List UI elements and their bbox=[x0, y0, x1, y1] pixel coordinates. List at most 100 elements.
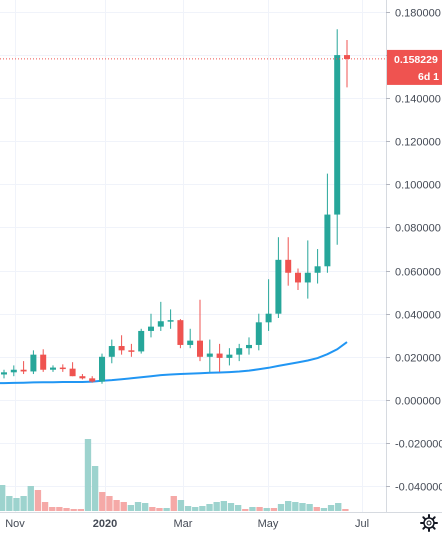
candle bbox=[108, 339, 115, 364]
volume-bar bbox=[120, 502, 127, 511]
volume-bar bbox=[70, 509, 77, 511]
volume-bar bbox=[313, 507, 320, 511]
candle bbox=[226, 348, 233, 366]
volume-bar bbox=[49, 507, 56, 511]
candle bbox=[216, 343, 223, 372]
price-axis[interactable]: 0.1800000.1600000.1400000.1200000.100000… bbox=[386, 8, 442, 494]
volume-bar bbox=[6, 496, 13, 511]
volume-bar bbox=[84, 439, 92, 511]
candle-body bbox=[79, 376, 86, 379]
volume-bar bbox=[199, 506, 206, 511]
volume-bar bbox=[163, 508, 170, 511]
volume-bar bbox=[63, 508, 70, 511]
volume-bars bbox=[0, 439, 349, 511]
volume-bar bbox=[220, 501, 227, 511]
candle bbox=[304, 240, 311, 299]
volume-bar bbox=[335, 503, 342, 511]
volume-bar bbox=[320, 508, 328, 511]
candle-body bbox=[275, 259, 282, 314]
candle bbox=[344, 40, 350, 88]
price-tick-label: 0.120000 bbox=[395, 137, 441, 149]
price-tick-label: 0.060000 bbox=[395, 267, 441, 279]
time-label: Nov bbox=[5, 518, 25, 530]
volume-bar bbox=[13, 498, 20, 511]
time-label: 2020 bbox=[93, 518, 117, 530]
volume-bar bbox=[213, 502, 220, 511]
candle bbox=[167, 309, 174, 329]
last-price-badge: 0.158229 6d 1 bbox=[387, 49, 442, 85]
candle bbox=[265, 279, 272, 331]
volume-bar bbox=[292, 502, 299, 511]
candle-body bbox=[226, 354, 233, 358]
candle bbox=[118, 335, 125, 355]
volume-bar bbox=[327, 505, 335, 511]
volume-bar bbox=[0, 485, 6, 511]
price-tick-label: 0.020000 bbox=[395, 353, 441, 365]
volume-bar bbox=[142, 503, 149, 511]
candle-body bbox=[304, 272, 311, 283]
candle-body bbox=[30, 354, 37, 372]
candle-body bbox=[138, 330, 145, 352]
candle-body bbox=[157, 321, 164, 327]
candle-body bbox=[108, 346, 115, 357]
volume-bar bbox=[242, 509, 249, 511]
volume-bar bbox=[177, 500, 185, 511]
candle-body bbox=[118, 346, 125, 351]
volume-bar bbox=[34, 490, 42, 511]
candle-body bbox=[255, 322, 262, 345]
price-tick-label: -0.040000 bbox=[395, 482, 442, 494]
time-label: May bbox=[258, 518, 279, 530]
candle-body bbox=[187, 340, 194, 345]
candle bbox=[1, 369, 7, 379]
candle-body bbox=[50, 367, 56, 370]
candle-body bbox=[1, 372, 7, 375]
volume-bar bbox=[306, 504, 313, 511]
volume-bar bbox=[206, 504, 213, 511]
candle bbox=[10, 365, 17, 377]
candle-body bbox=[236, 348, 243, 355]
candle bbox=[324, 173, 331, 273]
price-tick-label: 0.040000 bbox=[395, 310, 441, 322]
gear-hub bbox=[426, 520, 432, 526]
last-price-value: 0.158229 bbox=[394, 54, 438, 66]
candle bbox=[177, 319, 184, 349]
candle-body bbox=[334, 55, 341, 215]
volume-bar bbox=[20, 496, 27, 511]
candle bbox=[50, 365, 56, 372]
volume-bar bbox=[285, 501, 292, 511]
volume-bar bbox=[91, 466, 99, 511]
price-tick-label: 0.180000 bbox=[395, 8, 441, 20]
candle bbox=[334, 29, 341, 245]
candle bbox=[197, 299, 203, 362]
volume-bar bbox=[256, 507, 263, 511]
time-label: Mar bbox=[174, 518, 193, 530]
candle-body bbox=[40, 354, 47, 370]
candle-body bbox=[314, 266, 321, 273]
candle-body bbox=[206, 353, 213, 357]
candles bbox=[1, 29, 350, 384]
time-axis[interactable]: Nov 2020 Mar May Jul bbox=[5, 518, 369, 530]
candle-body bbox=[246, 344, 252, 349]
volume-bar bbox=[234, 505, 242, 511]
candle bbox=[255, 313, 262, 351]
volume-bar bbox=[41, 502, 49, 511]
candle bbox=[285, 237, 292, 286]
candle bbox=[295, 268, 301, 290]
candle bbox=[246, 337, 252, 355]
volume-bar bbox=[227, 503, 235, 511]
volume-bar bbox=[342, 509, 349, 511]
volume-bar bbox=[127, 505, 135, 511]
gear-icon[interactable] bbox=[420, 514, 438, 532]
volume-bar bbox=[277, 504, 285, 511]
volume-bar bbox=[27, 486, 34, 511]
candle bbox=[314, 249, 321, 284]
volume-bar bbox=[56, 507, 63, 511]
candle bbox=[187, 328, 194, 349]
volume-bar bbox=[77, 509, 84, 511]
candle-body bbox=[69, 368, 76, 377]
volume-bar bbox=[156, 508, 163, 511]
candle bbox=[275, 237, 282, 319]
price-tick-label: 0.100000 bbox=[395, 180, 441, 192]
